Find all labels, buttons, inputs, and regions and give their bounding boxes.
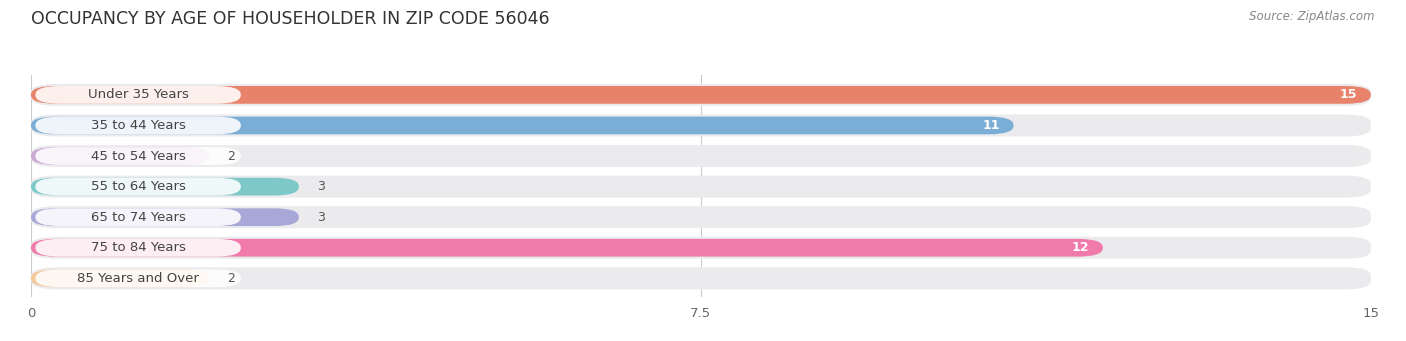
Text: 11: 11 — [983, 119, 1000, 132]
FancyBboxPatch shape — [35, 239, 240, 257]
Text: 2: 2 — [228, 272, 235, 285]
Text: 65 to 74 Years: 65 to 74 Years — [91, 211, 186, 224]
FancyBboxPatch shape — [35, 117, 240, 134]
FancyBboxPatch shape — [31, 178, 299, 195]
Text: 45 to 54 Years: 45 to 54 Years — [91, 150, 186, 163]
Text: 3: 3 — [316, 211, 325, 224]
Text: 12: 12 — [1071, 241, 1090, 254]
Text: 35 to 44 Years: 35 to 44 Years — [91, 119, 186, 132]
FancyBboxPatch shape — [31, 239, 1102, 257]
Text: OCCUPANCY BY AGE OF HOUSEHOLDER IN ZIP CODE 56046: OCCUPANCY BY AGE OF HOUSEHOLDER IN ZIP C… — [31, 10, 550, 28]
Text: Under 35 Years: Under 35 Years — [87, 88, 188, 101]
FancyBboxPatch shape — [35, 178, 240, 195]
Text: 75 to 84 Years: 75 to 84 Years — [91, 241, 186, 254]
Text: 15: 15 — [1340, 88, 1357, 101]
FancyBboxPatch shape — [31, 237, 1371, 259]
FancyBboxPatch shape — [35, 208, 240, 226]
Text: 3: 3 — [316, 180, 325, 193]
FancyBboxPatch shape — [31, 145, 1371, 167]
Text: 55 to 64 Years: 55 to 64 Years — [91, 180, 186, 193]
FancyBboxPatch shape — [31, 115, 1371, 136]
FancyBboxPatch shape — [31, 84, 1371, 106]
FancyBboxPatch shape — [31, 86, 1371, 104]
Text: 85 Years and Over: 85 Years and Over — [77, 272, 200, 285]
FancyBboxPatch shape — [35, 147, 240, 165]
FancyBboxPatch shape — [31, 206, 1371, 228]
FancyBboxPatch shape — [31, 208, 299, 226]
FancyBboxPatch shape — [31, 267, 1371, 289]
Text: Source: ZipAtlas.com: Source: ZipAtlas.com — [1250, 10, 1375, 23]
FancyBboxPatch shape — [31, 176, 1371, 198]
FancyBboxPatch shape — [31, 147, 209, 165]
FancyBboxPatch shape — [35, 269, 240, 287]
FancyBboxPatch shape — [31, 269, 209, 287]
FancyBboxPatch shape — [35, 86, 240, 104]
FancyBboxPatch shape — [31, 117, 1014, 134]
Text: 2: 2 — [228, 150, 235, 163]
